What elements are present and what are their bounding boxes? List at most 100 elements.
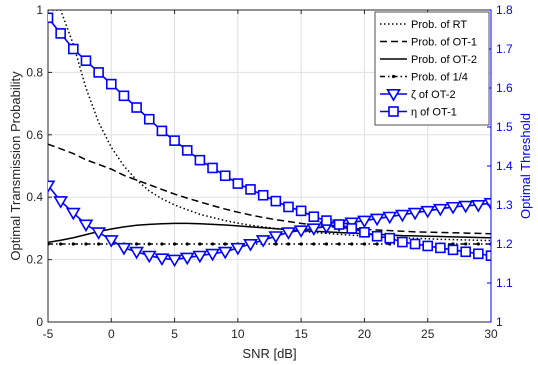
series-line [48, 222, 491, 244]
series-line [48, 143, 491, 235]
data-point [129, 246, 144, 260]
x-tick-label: 0 [108, 327, 115, 341]
data-point [53, 196, 69, 209]
data-point [68, 43, 79, 55]
data-point [84, 242, 88, 246]
x-tick-label: 20 [358, 327, 372, 341]
data-point [135, 242, 139, 246]
data-point [447, 244, 459, 256]
data-point [445, 201, 461, 215]
data-point [435, 242, 446, 254]
y-left-tick-label: 0.8 [26, 65, 43, 79]
data-point [382, 211, 398, 225]
data-point [80, 55, 92, 67]
x-tick-label: 5 [171, 327, 178, 341]
y-right-tick-label: 1.8 [496, 3, 513, 17]
data-point [458, 200, 474, 214]
data-point [103, 235, 119, 248]
y-right-tick-label: 1.6 [496, 81, 513, 95]
y-right-tick-label: 1.5 [496, 120, 513, 134]
data-point [194, 154, 206, 166]
data-point [420, 205, 436, 219]
data-point [274, 242, 278, 246]
legend-entry: Prob. of OT-2 [380, 54, 477, 66]
y-left-tick-label: 0 [36, 315, 43, 329]
data-point [312, 242, 316, 246]
data-point [230, 242, 246, 256]
y-right-tick-label: 1.2 [496, 237, 513, 251]
data-point [337, 242, 341, 246]
legend-entry: ζ of OT-2 [380, 89, 456, 102]
legend-marker [388, 106, 399, 117]
data-point [407, 207, 423, 221]
series-layer [48, 10, 491, 268]
data-point [293, 225, 309, 238]
data-point [255, 235, 271, 248]
data-point [78, 219, 94, 233]
y-left-tick-label: 0.2 [26, 253, 43, 267]
ticks: -5 0 5 10 15 20 25 3000.20.40.60.8111.11.21.31.… [26, 3, 513, 341]
data-point [295, 205, 307, 217]
data-point [181, 145, 193, 156]
data-point [205, 248, 220, 262]
data-point [324, 242, 329, 246]
data-point [185, 242, 189, 246]
data-point [48, 12, 54, 24]
data-point [384, 232, 396, 244]
data-point [357, 215, 372, 229]
y-right-tick-label: 1 [496, 315, 503, 329]
data-point [167, 254, 182, 268]
data-point [55, 28, 66, 39]
data-point [141, 250, 157, 264]
y-left-tick-label: 0.4 [26, 190, 43, 204]
data-point [460, 246, 471, 258]
data-point [116, 242, 132, 256]
x-tick-label: 10 [231, 327, 245, 341]
data-point [395, 209, 410, 223]
data-point [71, 242, 75, 246]
data-point [464, 242, 468, 246]
data-point [483, 198, 491, 211]
data-point [476, 242, 480, 246]
data-point [409, 238, 421, 250]
data-point [299, 242, 303, 246]
data-point [93, 67, 104, 78]
data-point [219, 170, 231, 182]
data-point [48, 180, 56, 194]
data-point [270, 195, 282, 207]
data-point [210, 242, 215, 246]
data-point [198, 242, 202, 246]
series-1 [48, 143, 491, 235]
data-point [179, 252, 195, 266]
data-point [207, 162, 218, 174]
data-point [375, 242, 379, 246]
y-left-tick-label: 0.6 [26, 128, 43, 142]
data-point [143, 113, 155, 125]
legend-entry: Prob. of OT-1 [380, 37, 477, 49]
series-5 [48, 12, 491, 261]
data-point [131, 102, 142, 113]
data-point [308, 211, 320, 222]
data-point [160, 242, 164, 246]
data-point [283, 201, 294, 213]
data-point [485, 250, 491, 261]
data-point [172, 242, 177, 246]
data-point [147, 242, 151, 246]
data-point [59, 242, 63, 246]
data-point [281, 227, 296, 240]
legend-box [374, 11, 490, 126]
data-point [321, 215, 332, 226]
data-point [268, 231, 284, 244]
data-point [232, 178, 244, 189]
data-point [245, 184, 256, 195]
data-point [217, 246, 233, 260]
legend-label-of-ot-1: η of OT-1 [411, 107, 457, 119]
series-4 [48, 180, 491, 268]
legend-label-prob-of-ot-1: Prob. of OT-1 [411, 37, 477, 49]
data-point [397, 236, 408, 248]
data-point [432, 203, 448, 217]
y-axis-left-label: Optimal Transmission Probability [8, 71, 23, 261]
data-point [306, 223, 322, 236]
data-point [422, 240, 434, 252]
